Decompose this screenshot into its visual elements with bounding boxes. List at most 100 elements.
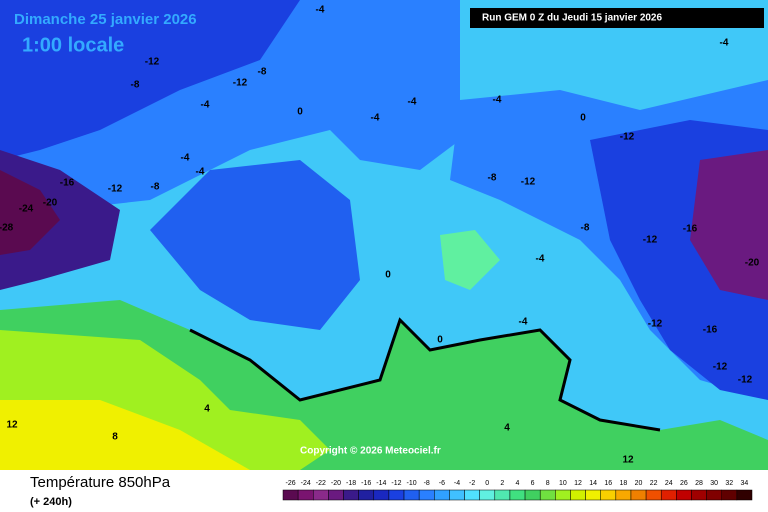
colorbar-cell bbox=[373, 489, 390, 501]
colorbar-label: -8 bbox=[424, 480, 430, 487]
contour-label: -8 bbox=[488, 173, 497, 184]
contour-label: -20 bbox=[43, 198, 58, 209]
colorbar-cell bbox=[509, 489, 526, 501]
valid-date: Dimanche 25 janvier 2026 bbox=[14, 11, 197, 28]
colorbar-cell bbox=[570, 489, 586, 501]
contour-label: -16 bbox=[60, 178, 75, 189]
zero-isotherm bbox=[189, 317, 661, 432]
colorbar-label: 0 bbox=[485, 480, 489, 487]
contour-label: 0 bbox=[437, 335, 443, 346]
contour-label: 12 bbox=[6, 420, 18, 431]
colorbar-cell bbox=[615, 489, 632, 501]
colorbar-label: 20 bbox=[635, 480, 643, 487]
colorbar-label: 34 bbox=[741, 480, 749, 487]
colorbar-cell bbox=[328, 489, 344, 501]
colorbar-label: -2 bbox=[469, 480, 475, 487]
colorbar-label: 2 bbox=[500, 480, 504, 487]
contour-label: -12 bbox=[620, 132, 635, 143]
colorbar-label: -10 bbox=[407, 480, 417, 487]
valid-time: 1:00 locale bbox=[22, 34, 124, 56]
contour-label: 0 bbox=[385, 270, 391, 281]
temp-zone bbox=[150, 160, 360, 330]
run-info: Run GEM 0 Z du Jeudi 15 janvier 2026 bbox=[482, 13, 662, 24]
contour-label: -8 bbox=[151, 182, 160, 193]
colorbar-cell bbox=[706, 489, 722, 501]
colorbar-label: 32 bbox=[725, 480, 733, 487]
contour-label: -4 bbox=[371, 113, 380, 124]
contour-label: -4 bbox=[316, 5, 325, 16]
field-title: Température 850hPa bbox=[30, 474, 171, 491]
colorbar-label: 24 bbox=[665, 480, 673, 487]
contour-label: 0 bbox=[297, 107, 303, 118]
colorbar-cell bbox=[343, 489, 359, 501]
colorbar-label: -18 bbox=[346, 480, 356, 487]
contour-label: -4 bbox=[408, 97, 417, 108]
contour-label: -12 bbox=[145, 57, 160, 68]
colorbar-label: -4 bbox=[454, 480, 460, 487]
colorbar-label: -24 bbox=[301, 480, 311, 487]
contour-label: 4 bbox=[504, 423, 510, 434]
contour-label: -4 bbox=[196, 167, 205, 178]
colorbar-cell bbox=[479, 489, 496, 501]
colorbar-cell bbox=[539, 489, 556, 501]
contour-label: -4 bbox=[519, 317, 528, 328]
contour-label: -8 bbox=[258, 67, 267, 78]
colorbar-cell bbox=[524, 489, 541, 501]
contour-label: -16 bbox=[703, 325, 718, 336]
contour-label: 8 bbox=[112, 432, 118, 443]
contour-label: -4 bbox=[181, 153, 190, 164]
contour-label: -12 bbox=[648, 319, 663, 330]
colorbar-cell bbox=[630, 489, 647, 501]
contour-label: -8 bbox=[581, 223, 590, 234]
colorbar-cell bbox=[282, 489, 299, 501]
contour-label: -24 bbox=[19, 204, 34, 215]
colorbar-label: -14 bbox=[376, 480, 386, 487]
contour-label: -12 bbox=[521, 177, 536, 188]
colorbar-label: -16 bbox=[361, 480, 371, 487]
colorbar-label: 10 bbox=[559, 480, 567, 487]
colorbar-cell bbox=[403, 489, 420, 501]
colorbar-cell bbox=[297, 489, 314, 501]
contour-label: -12 bbox=[108, 184, 123, 195]
colorbar-cell bbox=[691, 489, 707, 501]
colorbar-cell bbox=[449, 489, 465, 501]
colorbar-cell bbox=[358, 489, 375, 501]
colorbar-cell bbox=[418, 489, 435, 501]
colorbar-cell bbox=[434, 489, 450, 501]
contour-label: -4 bbox=[493, 95, 502, 106]
colorbar-cell bbox=[645, 489, 662, 501]
colorbar-cell bbox=[585, 489, 601, 501]
colorbar-cell bbox=[555, 489, 571, 501]
colorbar-label: -26 bbox=[286, 480, 296, 487]
contour-label: 4 bbox=[204, 404, 210, 415]
contour-label: -20 bbox=[745, 258, 760, 269]
contour-label: -4 bbox=[201, 100, 210, 111]
colorbar-cell bbox=[464, 489, 480, 501]
run-banner bbox=[470, 8, 764, 28]
lead-time: (+ 240h) bbox=[30, 496, 72, 508]
colorbar-label: 22 bbox=[650, 480, 658, 487]
colorbar-label: 18 bbox=[620, 480, 628, 487]
colorbar-label: 12 bbox=[574, 480, 582, 487]
contour-label: -16 bbox=[683, 224, 698, 235]
colorbar-cell bbox=[660, 489, 677, 501]
temp-zone bbox=[690, 150, 768, 300]
contour-label: -12 bbox=[738, 375, 753, 386]
colorbar-label: 26 bbox=[680, 480, 688, 487]
colorbar-cell bbox=[494, 489, 511, 501]
colorbar-label: -12 bbox=[391, 480, 401, 487]
contour-label: -8 bbox=[131, 80, 140, 91]
temp-zone bbox=[0, 0, 300, 160]
colorbar-label: 30 bbox=[710, 480, 718, 487]
colorbar-cell bbox=[676, 489, 692, 501]
contour-label: -28 bbox=[0, 223, 14, 234]
colorbar-label: -22 bbox=[316, 480, 326, 487]
colorbar-cell bbox=[736, 489, 753, 501]
colorbar-label: 14 bbox=[589, 480, 597, 487]
colorbar-cell bbox=[388, 489, 405, 501]
contour-label: -12 bbox=[643, 235, 658, 246]
temp-zone bbox=[0, 170, 60, 255]
colorbar-label: 8 bbox=[546, 480, 550, 487]
